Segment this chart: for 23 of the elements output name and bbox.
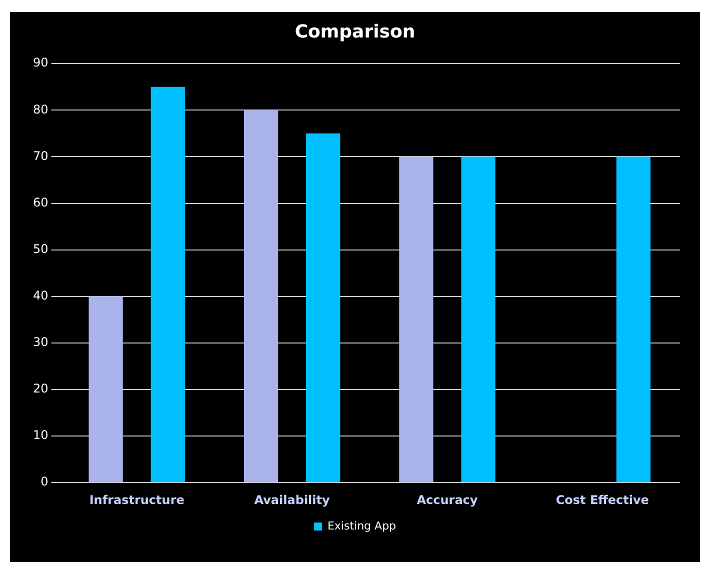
bar — [306, 133, 340, 482]
x-tick-label: Infrastructure — [89, 492, 184, 507]
bar — [244, 110, 278, 482]
y-tick-label: 90 — [32, 56, 48, 70]
legend-label: Existing App — [327, 519, 396, 532]
bar — [88, 296, 123, 482]
bar — [461, 156, 496, 482]
y-tick-label: 0 — [40, 474, 48, 489]
y-tick-label: 50 — [32, 242, 48, 256]
x-tick-label: Availability — [254, 492, 330, 507]
x-tick-label: Cost Effective — [556, 492, 649, 507]
y-tick-label: 30 — [32, 335, 48, 350]
bar — [150, 86, 185, 482]
y-tick-label: 10 — [32, 428, 48, 442]
y-tick-label: 70 — [32, 148, 48, 163]
x-tick-label: Accuracy — [416, 492, 478, 507]
bar — [616, 156, 651, 482]
y-tick-label: 20 — [32, 382, 48, 396]
y-tick-label: 80 — [32, 102, 48, 116]
y-tick-label: 60 — [32, 195, 48, 210]
bar — [399, 156, 434, 482]
y-tick-label: 40 — [32, 288, 48, 303]
chart-title: Comparison — [294, 21, 416, 42]
